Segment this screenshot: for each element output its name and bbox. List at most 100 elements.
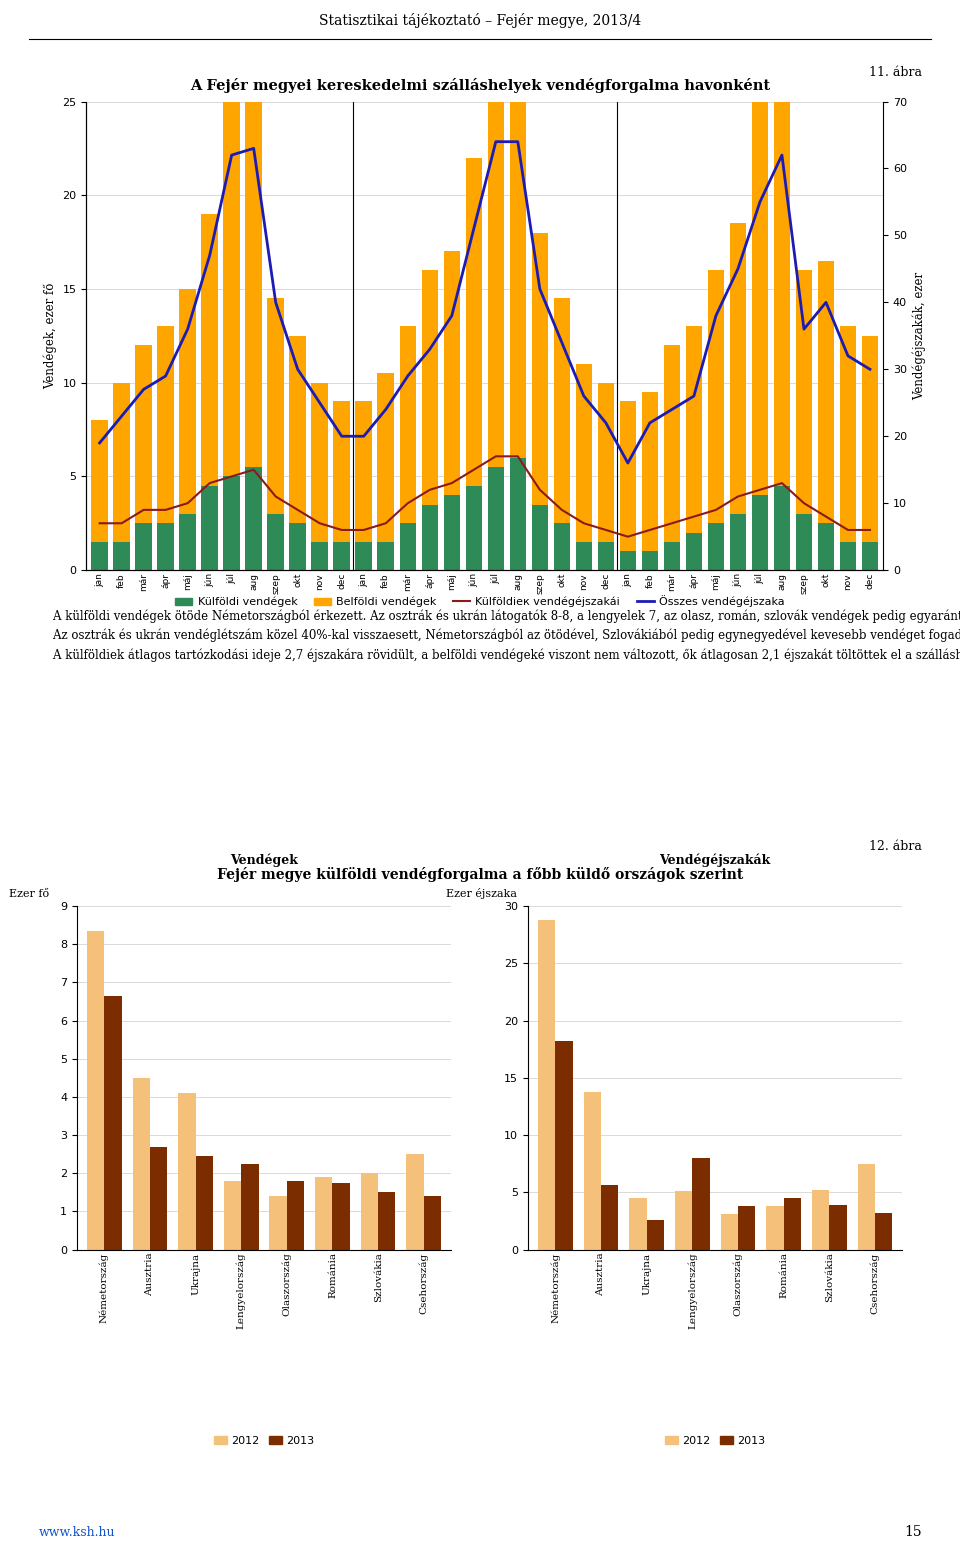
- Bar: [241, 1164, 258, 1250]
- Bar: [752, 83, 768, 495]
- Bar: [355, 401, 372, 542]
- Bar: [766, 1206, 783, 1250]
- Bar: [377, 542, 394, 570]
- Text: Ezer éjszaka: Ezer éjszaka: [445, 889, 516, 900]
- Bar: [576, 364, 592, 542]
- Bar: [377, 373, 394, 542]
- Text: www.ksh.hu: www.ksh.hu: [38, 1526, 115, 1539]
- Text: Vendégéjszakák: Vendégéjszakák: [660, 853, 771, 867]
- Bar: [774, 73, 790, 486]
- Bar: [315, 1178, 332, 1250]
- Bar: [105, 995, 122, 1250]
- Bar: [619, 401, 636, 551]
- Bar: [584, 1092, 601, 1250]
- Text: 15: 15: [904, 1525, 922, 1539]
- Bar: [135, 523, 152, 570]
- Bar: [444, 495, 460, 570]
- Bar: [113, 383, 130, 542]
- Bar: [721, 1214, 738, 1250]
- Bar: [91, 542, 108, 570]
- Bar: [641, 551, 659, 570]
- Bar: [663, 345, 680, 542]
- Y-axis label: Vendégéjszakák, ezer: Vendégéjszakák, ezer: [913, 272, 926, 400]
- Bar: [708, 523, 724, 570]
- Bar: [86, 931, 105, 1250]
- Bar: [246, 467, 262, 570]
- Bar: [538, 920, 556, 1250]
- Bar: [829, 1204, 847, 1250]
- Bar: [685, 326, 702, 533]
- Text: 12. ábra: 12. ábra: [869, 840, 922, 853]
- Bar: [180, 514, 196, 570]
- Bar: [355, 542, 372, 570]
- Text: A Fejér megyei kereskedelmi szálláshelyek vendégforgalma havonként: A Fejér megyei kereskedelmi szálláshelye…: [190, 78, 770, 94]
- Bar: [180, 289, 196, 514]
- Bar: [840, 542, 856, 570]
- Bar: [532, 505, 548, 570]
- Bar: [532, 233, 548, 505]
- Bar: [630, 1198, 647, 1250]
- Bar: [91, 420, 108, 542]
- Bar: [730, 223, 746, 514]
- Y-axis label: Vendégek, ezer fő: Vendégek, ezer fő: [43, 283, 57, 389]
- Bar: [224, 476, 240, 570]
- Bar: [783, 1198, 801, 1250]
- Bar: [488, 27, 504, 467]
- Bar: [818, 523, 834, 570]
- Bar: [150, 1147, 167, 1250]
- Bar: [647, 1220, 664, 1250]
- Bar: [196, 1156, 213, 1250]
- Bar: [576, 542, 592, 570]
- Bar: [246, 45, 262, 467]
- Bar: [399, 326, 416, 523]
- Bar: [332, 1182, 349, 1250]
- Bar: [378, 1192, 396, 1250]
- Bar: [311, 383, 328, 542]
- Bar: [862, 542, 878, 570]
- Bar: [598, 542, 614, 570]
- Bar: [466, 486, 482, 570]
- Bar: [554, 298, 570, 523]
- Bar: [202, 486, 218, 570]
- Bar: [157, 523, 174, 570]
- Bar: [202, 214, 218, 486]
- Text: Ezer fő: Ezer fő: [10, 889, 50, 900]
- Bar: [675, 1192, 692, 1250]
- Bar: [406, 1154, 423, 1250]
- Bar: [268, 514, 284, 570]
- Bar: [224, 1181, 241, 1250]
- Bar: [510, 36, 526, 458]
- Bar: [421, 270, 438, 505]
- Bar: [598, 383, 614, 542]
- Bar: [857, 1164, 875, 1250]
- Bar: [730, 514, 746, 570]
- Bar: [708, 270, 724, 523]
- Text: A külföldi vendégek ötöde Németországból érkezett. Az osztrák és ukrán látogatók: A külföldi vendégek ötöde Németországból…: [38, 609, 960, 662]
- Text: 11. ábra: 11. ábra: [869, 66, 922, 78]
- Bar: [423, 1196, 442, 1250]
- Bar: [752, 495, 768, 570]
- Bar: [685, 533, 702, 570]
- Bar: [619, 551, 636, 570]
- Bar: [840, 326, 856, 542]
- Bar: [812, 1190, 829, 1250]
- Bar: [361, 1173, 378, 1250]
- Bar: [818, 261, 834, 523]
- Bar: [311, 542, 328, 570]
- Bar: [333, 542, 350, 570]
- Bar: [554, 523, 570, 570]
- Bar: [663, 542, 680, 570]
- Bar: [796, 270, 812, 514]
- Text: Vendégek: Vendégek: [230, 853, 298, 867]
- Text: Statisztikai tájékoztató – Fejér megye, 2013/4: Statisztikai tájékoztató – Fejér megye, …: [319, 12, 641, 28]
- Bar: [135, 345, 152, 523]
- Bar: [556, 1042, 573, 1250]
- Bar: [179, 1093, 196, 1250]
- Legend: Külföldi vendégek, Belföldi vendégek, Külföldiек vendégéjszakái, Összes vendégéj: Külföldi vendégek, Belföldi vendégek, Kü…: [171, 590, 789, 612]
- Bar: [268, 298, 284, 514]
- Bar: [774, 486, 790, 570]
- Bar: [444, 251, 460, 495]
- Bar: [333, 401, 350, 542]
- Bar: [796, 514, 812, 570]
- Text: Fejér megye külföldi vendégforgalma a főbb küldő országok szerint: Fejér megye külföldi vendégforgalma a fő…: [217, 867, 743, 883]
